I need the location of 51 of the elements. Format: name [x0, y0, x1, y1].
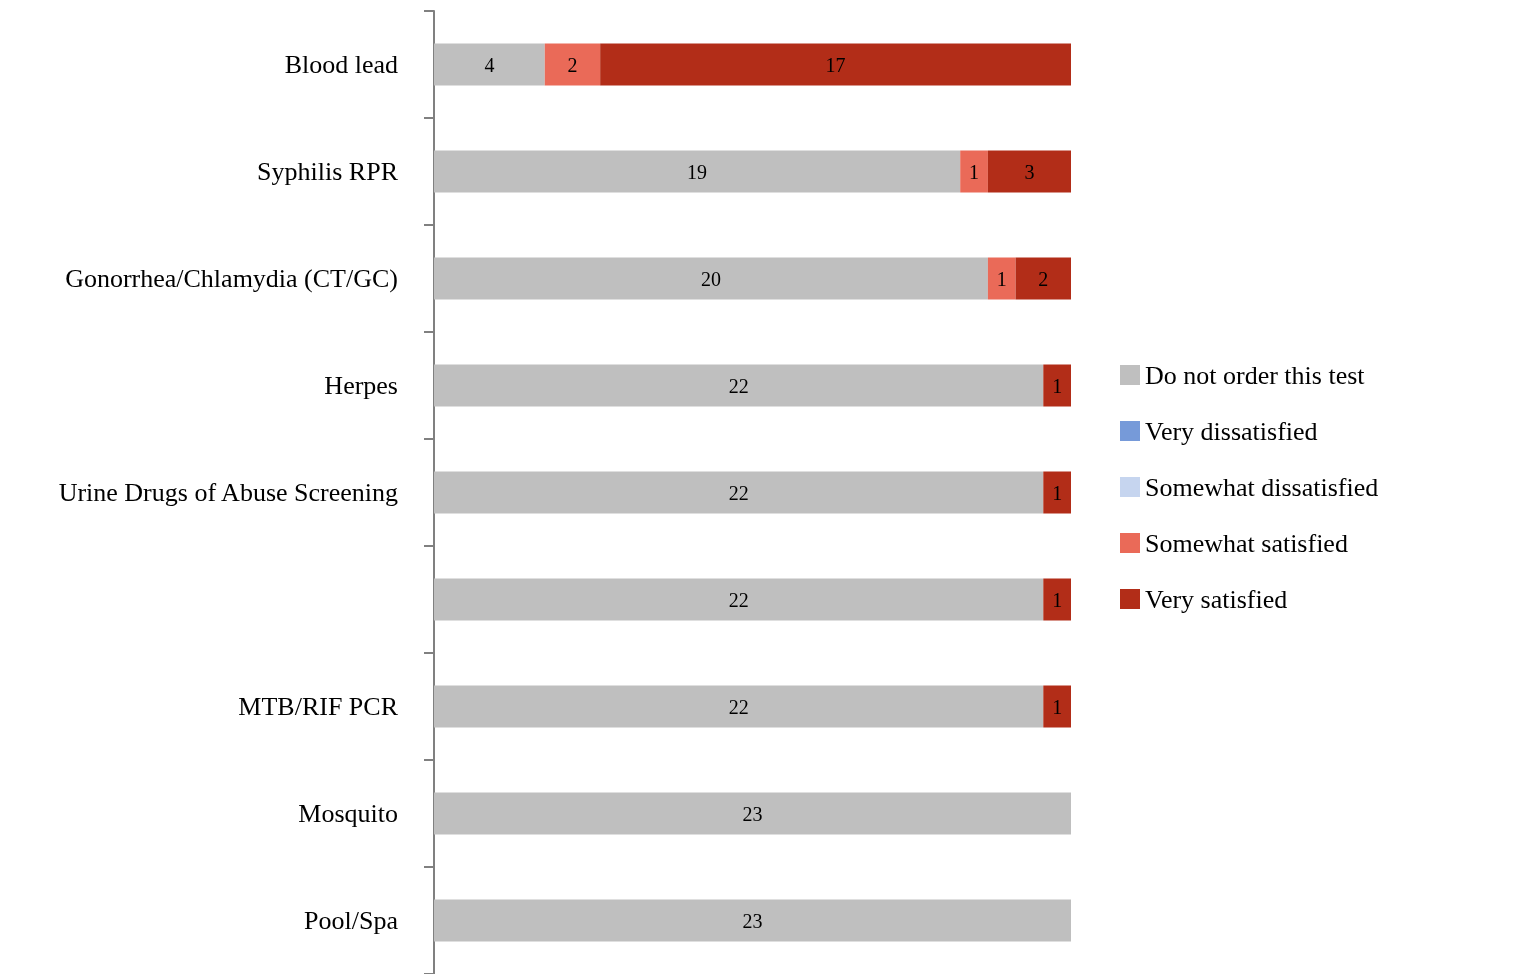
y-tick-label: Urine Drugs of Abuse Screening: [58, 478, 398, 507]
bar: [987, 257, 1016, 300]
y-tick-label: Pool/Spa: [304, 906, 399, 935]
bar: [434, 899, 1071, 942]
data-label: 1: [969, 160, 980, 183]
data-label: 1: [1052, 374, 1063, 397]
y-tick-label: Gonorrhea/Chlamydia (CT/GC): [65, 264, 398, 293]
legend-label: Somewhat satisfied: [1145, 528, 1348, 558]
bar: [1043, 364, 1071, 407]
data-label: 22: [728, 374, 749, 397]
data-label: 22: [728, 588, 749, 611]
y-tick-label: MTB/RIF PCR: [238, 692, 399, 721]
bar: [1015, 257, 1071, 300]
data-label: 20: [700, 267, 721, 290]
data-label: 4: [484, 53, 495, 76]
bar: [987, 150, 1071, 193]
bar: [600, 43, 1071, 86]
data-label: 2: [567, 53, 578, 76]
data-label: 2: [1038, 267, 1049, 290]
y-tick-label: Blood lead: [284, 50, 398, 79]
data-label: 22: [728, 481, 749, 504]
bar: [434, 578, 1044, 621]
data-label: 17: [825, 53, 846, 76]
bar: [1043, 471, 1071, 514]
bar: [434, 685, 1044, 728]
data-label: 23: [742, 909, 763, 932]
data-label: 1: [1052, 481, 1063, 504]
bar: [1043, 578, 1071, 621]
bar: [1043, 685, 1071, 728]
data-label: 3: [1024, 160, 1035, 183]
bar: [434, 364, 1044, 407]
bar: [434, 471, 1044, 514]
data-label: 1: [1052, 588, 1063, 611]
bar: [544, 43, 601, 86]
data-label: 1: [1052, 695, 1063, 718]
bar: [434, 43, 545, 86]
bar: [434, 792, 1071, 835]
legend-label: Very dissatisfied: [1145, 416, 1318, 446]
legend-label: Somewhat dissatisfied: [1145, 472, 1379, 502]
data-label: 22: [728, 695, 749, 718]
y-tick-label: Syphilis RPR: [257, 157, 399, 186]
data-label: 19: [687, 160, 708, 183]
y-tick-label: Herpes: [324, 371, 398, 400]
data-label: 23: [742, 802, 763, 825]
y-tick-label: Mosquito: [298, 799, 398, 828]
data-label: 1: [996, 267, 1007, 290]
legend-label: Do not order this test: [1145, 360, 1366, 390]
bar: [960, 150, 988, 193]
legend-label: Very satisfied: [1145, 584, 1288, 614]
bar: [434, 150, 961, 193]
bar: [434, 257, 988, 300]
